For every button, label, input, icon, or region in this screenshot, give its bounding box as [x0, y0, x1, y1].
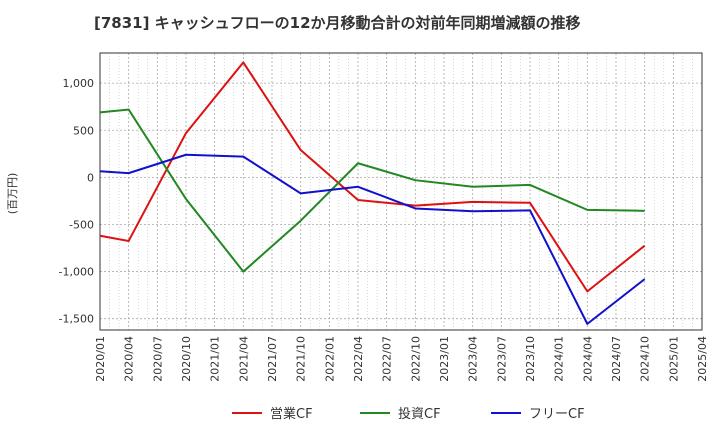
x-tick-label: 2021/07 [266, 336, 279, 382]
series-line-2 [99, 108, 645, 273]
x-tick-label: 2020/10 [180, 336, 193, 382]
x-tick-label: 2022/10 [409, 336, 422, 382]
legend-label: 営業CF [270, 406, 313, 422]
x-tick-label: 2022/04 [352, 336, 365, 382]
x-tick-label: 2025/01 [667, 336, 680, 382]
y-axis-label: (百万円) [6, 173, 19, 215]
legend-label: フリーCF [529, 407, 585, 422]
x-tick-label: 2024/04 [581, 336, 594, 382]
x-tick-label: 2021/04 [237, 336, 250, 382]
x-tick-label: 2020/01 [94, 336, 107, 382]
series-line-3 [99, 153, 646, 325]
plot-border [99, 52, 703, 331]
x-tick-label: 2023/04 [467, 336, 480, 382]
x-tick-label: 2023/07 [495, 336, 508, 382]
y-tick-label: -500 [69, 218, 94, 231]
plot-area [100, 53, 702, 330]
x-tick-label: 2022/07 [381, 336, 394, 382]
x-tick-label: 2025/04 [696, 336, 709, 382]
y-tick-label: 1,000 [63, 77, 95, 90]
y-tick-label: 500 [73, 124, 94, 137]
x-tick-label: 2021/01 [209, 336, 222, 382]
x-tick-label: 2021/10 [295, 336, 308, 382]
x-tick-label: 2023/10 [524, 336, 537, 382]
y-tick-label: -1,000 [59, 266, 94, 279]
x-tick-label: 2024/01 [553, 336, 566, 382]
chart-title: [7831] キャッシュフローの12か月移動合計の対前年同期増減額の推移 [94, 14, 581, 32]
legend-label: 投資CF [398, 406, 441, 422]
y-tick-label: -1,500 [59, 313, 94, 326]
x-tick-label: 2024/10 [639, 336, 652, 382]
x-tick-label: 2023/01 [438, 336, 451, 382]
x-tick-label: 2020/07 [151, 336, 164, 382]
y-tick-label: 0 [87, 171, 94, 184]
x-tick-label: 2022/01 [323, 336, 336, 382]
x-tick-label: 2020/04 [123, 336, 136, 382]
x-tick-label: 2024/07 [610, 336, 623, 382]
